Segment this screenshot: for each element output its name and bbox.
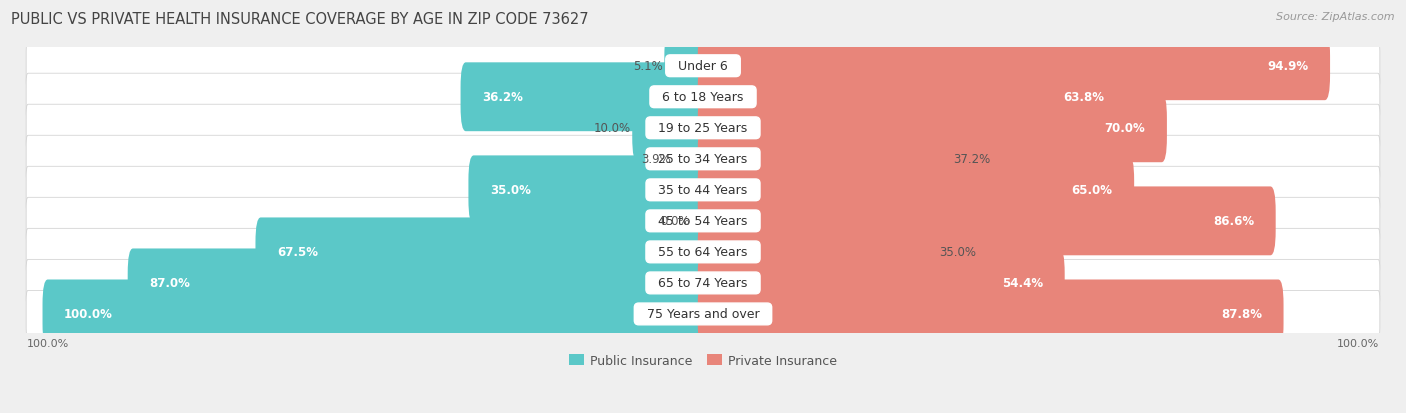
Text: 63.8%: 63.8% (1064, 91, 1105, 104)
FancyBboxPatch shape (42, 280, 709, 349)
Text: Source: ZipAtlas.com: Source: ZipAtlas.com (1277, 12, 1395, 22)
Text: 65 to 74 Years: 65 to 74 Years (651, 277, 755, 290)
FancyBboxPatch shape (256, 218, 709, 287)
Text: 35 to 44 Years: 35 to 44 Years (651, 184, 755, 197)
Text: 35.0%: 35.0% (491, 184, 531, 197)
Text: 55 to 64 Years: 55 to 64 Years (651, 246, 755, 259)
Text: 67.5%: 67.5% (277, 246, 318, 259)
FancyBboxPatch shape (461, 63, 709, 132)
Text: 25 to 34 Years: 25 to 34 Years (651, 153, 755, 166)
Text: 36.2%: 36.2% (482, 91, 523, 104)
Text: 94.9%: 94.9% (1267, 60, 1309, 73)
Text: 87.8%: 87.8% (1220, 308, 1263, 320)
FancyBboxPatch shape (27, 229, 1379, 276)
FancyBboxPatch shape (27, 291, 1379, 338)
FancyBboxPatch shape (697, 63, 1126, 132)
Text: 100.0%: 100.0% (65, 308, 112, 320)
Text: 86.6%: 86.6% (1213, 215, 1254, 228)
FancyBboxPatch shape (697, 187, 1275, 256)
Text: Under 6: Under 6 (671, 60, 735, 73)
FancyBboxPatch shape (27, 105, 1379, 152)
FancyBboxPatch shape (697, 249, 1064, 318)
Text: PUBLIC VS PRIVATE HEALTH INSURANCE COVERAGE BY AGE IN ZIP CODE 73627: PUBLIC VS PRIVATE HEALTH INSURANCE COVER… (11, 12, 589, 27)
FancyBboxPatch shape (672, 125, 709, 194)
FancyBboxPatch shape (665, 32, 709, 101)
Text: 3.9%: 3.9% (641, 153, 671, 166)
Text: 45 to 54 Years: 45 to 54 Years (651, 215, 755, 228)
Text: 54.4%: 54.4% (1002, 277, 1043, 290)
FancyBboxPatch shape (697, 94, 1167, 163)
FancyBboxPatch shape (697, 156, 1135, 225)
Legend: Public Insurance, Private Insurance: Public Insurance, Private Insurance (564, 349, 842, 372)
Text: 0.0%: 0.0% (661, 215, 690, 228)
Text: 5.1%: 5.1% (633, 60, 664, 73)
FancyBboxPatch shape (697, 280, 1284, 349)
FancyBboxPatch shape (128, 249, 709, 318)
FancyBboxPatch shape (27, 74, 1379, 121)
FancyBboxPatch shape (697, 32, 1330, 101)
Text: 19 to 25 Years: 19 to 25 Years (651, 122, 755, 135)
FancyBboxPatch shape (27, 198, 1379, 245)
FancyBboxPatch shape (697, 125, 952, 194)
Text: 75 Years and over: 75 Years and over (638, 308, 768, 320)
FancyBboxPatch shape (697, 218, 938, 287)
Text: 87.0%: 87.0% (149, 277, 190, 290)
FancyBboxPatch shape (468, 156, 709, 225)
FancyBboxPatch shape (633, 94, 709, 163)
Text: 6 to 18 Years: 6 to 18 Years (654, 91, 752, 104)
Text: 37.2%: 37.2% (953, 153, 991, 166)
FancyBboxPatch shape (27, 136, 1379, 183)
FancyBboxPatch shape (27, 43, 1379, 90)
Text: 35.0%: 35.0% (939, 246, 976, 259)
Text: 65.0%: 65.0% (1071, 184, 1112, 197)
FancyBboxPatch shape (27, 167, 1379, 214)
Text: 70.0%: 70.0% (1105, 122, 1146, 135)
Text: 10.0%: 10.0% (593, 122, 631, 135)
FancyBboxPatch shape (27, 260, 1379, 307)
